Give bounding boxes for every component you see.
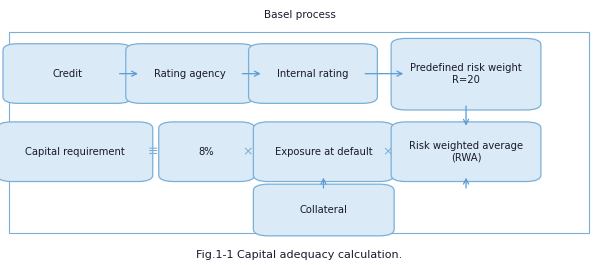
FancyBboxPatch shape	[391, 122, 541, 182]
FancyBboxPatch shape	[0, 122, 153, 182]
FancyBboxPatch shape	[249, 44, 377, 103]
Text: Rating agency: Rating agency	[155, 69, 226, 78]
Text: ≡: ≡	[147, 145, 158, 158]
Text: Internal rating: Internal rating	[277, 69, 349, 78]
Text: 8%: 8%	[199, 147, 214, 157]
Text: Fig.1-1 Capital adequacy calculation.: Fig.1-1 Capital adequacy calculation.	[196, 250, 403, 260]
Text: Predefined risk weight
R=20: Predefined risk weight R=20	[410, 63, 522, 85]
FancyBboxPatch shape	[253, 122, 394, 182]
Text: Credit: Credit	[52, 69, 83, 78]
Text: Collateral: Collateral	[300, 205, 347, 215]
Text: ×: ×	[242, 145, 253, 158]
Text: Exposure at default: Exposure at default	[275, 147, 373, 157]
FancyBboxPatch shape	[3, 44, 132, 103]
Text: Basel process: Basel process	[264, 10, 335, 20]
FancyBboxPatch shape	[391, 38, 541, 110]
Text: ×: ×	[382, 145, 393, 158]
FancyBboxPatch shape	[9, 32, 589, 233]
Text: Capital requirement: Capital requirement	[25, 147, 125, 157]
FancyBboxPatch shape	[159, 122, 255, 182]
FancyBboxPatch shape	[126, 44, 255, 103]
Text: Risk weighted average
(RWA): Risk weighted average (RWA)	[409, 140, 523, 163]
FancyBboxPatch shape	[253, 184, 394, 236]
